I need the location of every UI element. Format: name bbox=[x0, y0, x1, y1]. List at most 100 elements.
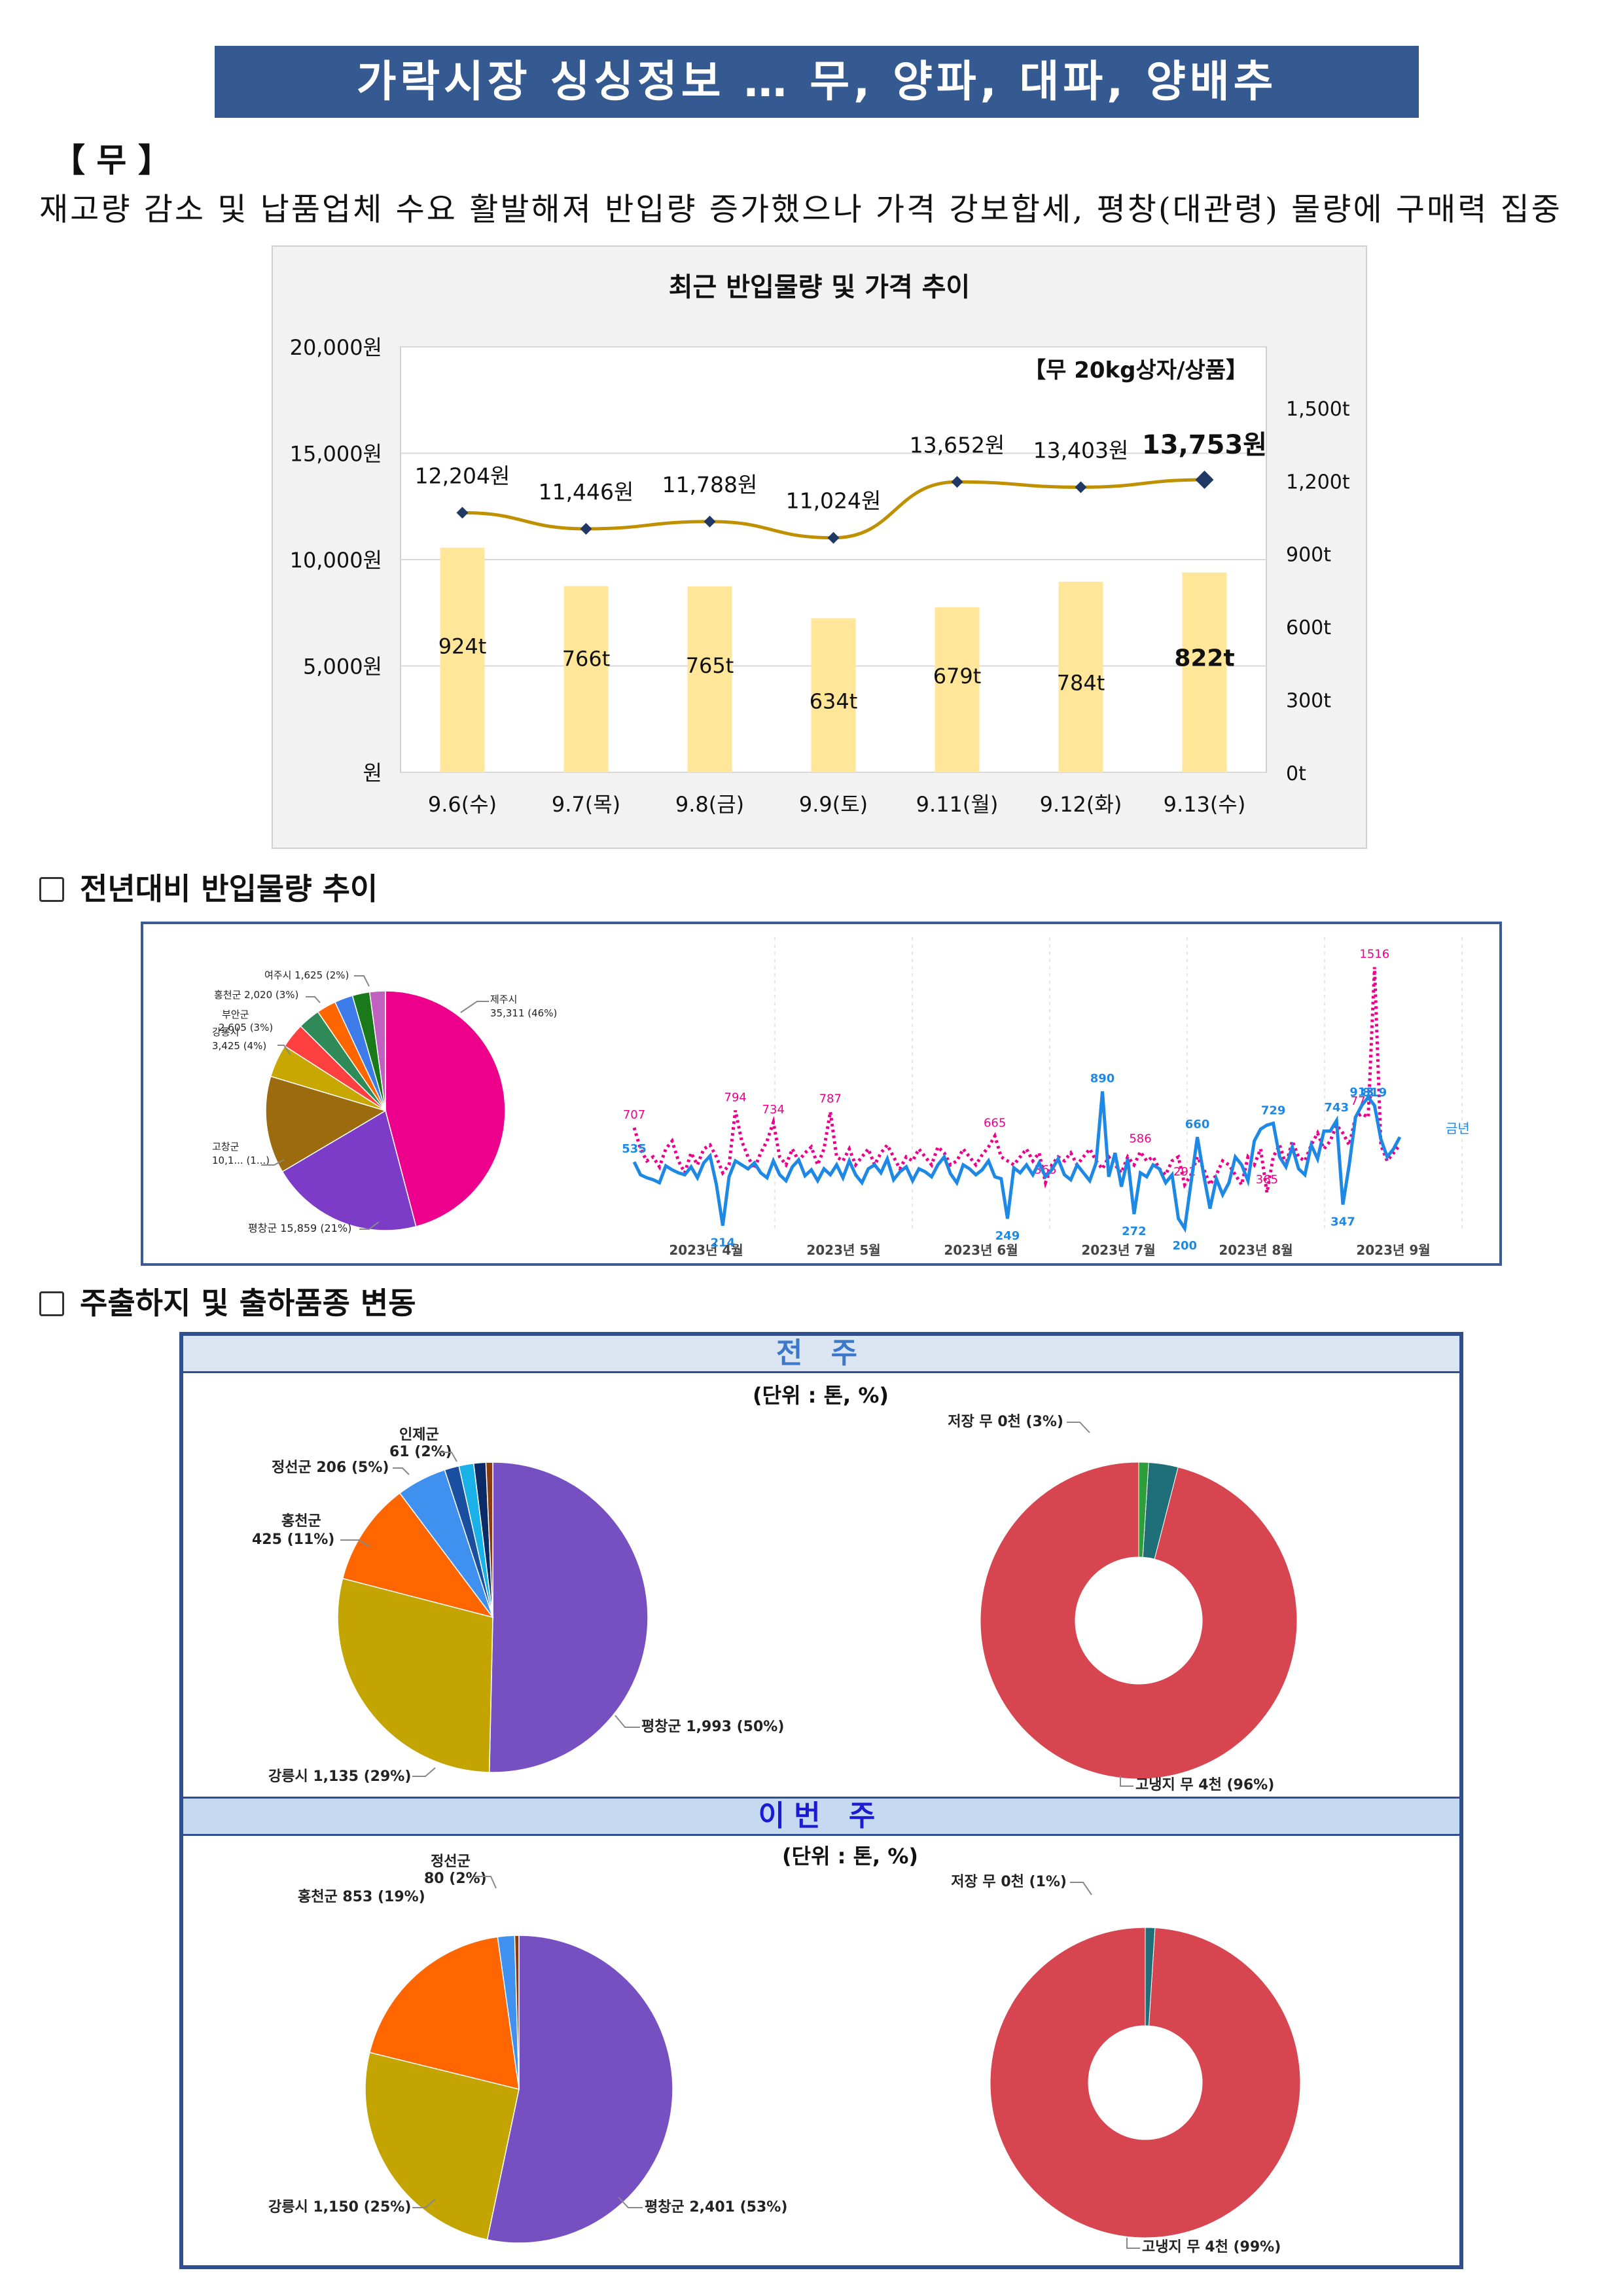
left-axis-tick-label: 원 bbox=[363, 761, 382, 785]
series-data-label: 249 bbox=[995, 1229, 1020, 1243]
series-data-label: 347 bbox=[1330, 1215, 1355, 1229]
slice-label: 강릉시 bbox=[212, 1026, 239, 1038]
leader-line bbox=[412, 2198, 436, 2208]
price-data-label: 12,204원 bbox=[415, 463, 510, 488]
x-tick-label: 2023년 6월 bbox=[944, 1242, 1018, 1258]
pie-slice bbox=[265, 1075, 387, 1173]
left-axis-tick-label: 15,000원 bbox=[290, 442, 382, 467]
pie-slice bbox=[368, 990, 386, 1111]
x-tick-label: 9.11(월) bbox=[916, 792, 999, 817]
pie-slice bbox=[365, 2051, 520, 2240]
left-axis-tick-label: 20,000원 bbox=[290, 335, 382, 360]
leader-line bbox=[412, 1767, 436, 1777]
series-data-label: 660 bbox=[1185, 1117, 1210, 1131]
series-data-label: 729 bbox=[1261, 1103, 1286, 1117]
right-axis-tick-label: 1,200t bbox=[1286, 471, 1350, 493]
leader-line bbox=[474, 1876, 497, 1889]
previous-year-line bbox=[632, 967, 1401, 1193]
prev-week-origin-pie: 평창군 1,993 (50%) 강릉시 1,135 (29%) 홍천군 425 (11… bbox=[252, 1427, 784, 1785]
slice-label: 강릉시 1,135 (29%) bbox=[268, 1768, 411, 1785]
volume-data-label: 679t bbox=[933, 664, 982, 689]
pie-slice bbox=[337, 1577, 493, 1773]
leader-line bbox=[1067, 1422, 1090, 1433]
series-data-label: 200 bbox=[1172, 1239, 1197, 1253]
series-data-label: 1516 bbox=[1359, 948, 1389, 961]
series-data-label: 913 bbox=[1349, 1086, 1374, 1100]
volume-data-label: 766t bbox=[562, 647, 611, 672]
checkbox-icon bbox=[39, 1291, 64, 1316]
x-tick-label: 9.12(화) bbox=[1040, 792, 1122, 817]
volume-data-label: 822t bbox=[1174, 645, 1234, 672]
pie-slice bbox=[514, 1935, 520, 2090]
pie-slice bbox=[385, 990, 506, 1227]
slice-label: 80 (2%) bbox=[424, 1871, 487, 1887]
pie-slice bbox=[368, 1936, 520, 2090]
section-heading-text: 전년대비 반입물량 추이 bbox=[80, 871, 378, 906]
pie-slice bbox=[488, 1462, 649, 1773]
slice-label: 평창군 1,993 (50%) bbox=[641, 1719, 784, 1735]
slice-label: 저장 무 0천 (3%) bbox=[948, 1414, 1063, 1430]
yoy-panel: 제주시 35,311 (46%) 평창군 15,859 (21%) 고창군 10,1..… bbox=[141, 922, 1502, 1266]
leader-line bbox=[1126, 2238, 1140, 2249]
slice-label: 정선군 206 (5%) bbox=[272, 1460, 389, 1476]
slice-label: 10,1... (1...) bbox=[212, 1155, 270, 1166]
slice-label: 2,605 (3%) bbox=[219, 1022, 273, 1033]
series-data-label: 743 bbox=[1325, 1101, 1349, 1115]
price-marker bbox=[456, 507, 469, 519]
right-axis-tick-label: 300t bbox=[1286, 690, 1331, 713]
slice-label: 홍천군 853 (19%) bbox=[298, 1889, 425, 1905]
series-data-label: 586 bbox=[1129, 1132, 1151, 1146]
prev-week-variety-donut: 고냉지 무 4천 (96%) 저장 무 0천 (3%) bbox=[948, 1414, 1298, 1793]
slice-label: 평창군 15,859 (21%) bbox=[248, 1222, 351, 1234]
price-marker bbox=[1195, 471, 1214, 490]
leader-line bbox=[1070, 1882, 1092, 1895]
volume-bar bbox=[935, 607, 980, 772]
price-marker bbox=[951, 476, 963, 488]
slice-label: 저장 무 0천 (1%) bbox=[951, 1874, 1067, 1890]
unit-label: (단위 : 톤, %) bbox=[753, 1383, 889, 1408]
series-data-label: 214 bbox=[711, 1236, 736, 1250]
volume-data-label: 924t bbox=[438, 634, 487, 658]
slice-label: 강릉시 1,150 (25%) bbox=[268, 2199, 411, 2215]
left-axis-tick-label: 5,000원 bbox=[303, 655, 382, 679]
market-summary: 재고량 감소 및 납품업체 수요 활발해져 반입량 증가했으나 가격 강보합세,… bbox=[39, 191, 1562, 228]
slice-label: 홍천군 bbox=[281, 1513, 321, 1530]
slice-label: 제주시 bbox=[490, 994, 517, 1005]
volume-bar bbox=[563, 586, 609, 772]
right-axis-tick-label: 600t bbox=[1286, 617, 1331, 639]
volume-data-label: 765t bbox=[686, 653, 734, 678]
volume-bar bbox=[811, 618, 856, 772]
x-tick-label: 2023년 4월 bbox=[669, 1242, 743, 1258]
right-axis-tick-label: 1,500t bbox=[1286, 398, 1350, 421]
series-data-label: 665 bbox=[984, 1117, 1006, 1130]
series-data-label: 272 bbox=[1122, 1225, 1147, 1238]
leader-line bbox=[618, 2197, 643, 2208]
x-tick-label: 2023년 8월 bbox=[1219, 1242, 1293, 1258]
pie-slice bbox=[485, 1462, 493, 1618]
right-axis-tick-label: 900t bbox=[1286, 544, 1331, 567]
pie-slice bbox=[1145, 1927, 1156, 2026]
pie-slice bbox=[281, 1109, 417, 1231]
this-week-band: 이번 주 bbox=[183, 1797, 1459, 1836]
page-title: 가락시장 싱싱정보 … 무, 양파, 대파, 양배추 bbox=[215, 46, 1419, 118]
price-marker bbox=[704, 515, 716, 528]
section-heading-text: 주출하지 및 출하품종 변동 bbox=[80, 1285, 416, 1321]
leader-line bbox=[306, 996, 321, 1003]
pie-slice bbox=[486, 1935, 673, 2244]
volume-data-label: 634t bbox=[810, 689, 858, 713]
series-data-label: 365 bbox=[1256, 1173, 1278, 1187]
previous-week-band: 전 주 bbox=[183, 1336, 1459, 1373]
leader-line bbox=[277, 1045, 291, 1056]
checkbox-icon bbox=[39, 877, 64, 902]
price-marker bbox=[1075, 481, 1087, 493]
price-marker bbox=[580, 523, 592, 535]
x-tick-label: 2023년 7월 bbox=[1081, 1242, 1155, 1258]
series-data-label: 794 bbox=[724, 1091, 747, 1105]
leader-line bbox=[393, 1467, 410, 1475]
left-axis-tick-label: 10,000원 bbox=[290, 548, 382, 573]
leader-line bbox=[354, 975, 370, 987]
price-data-label: 11,024원 bbox=[786, 488, 882, 514]
price-data-label: 13,403원 bbox=[1033, 437, 1129, 463]
section-heading-yoy: 전년대비 반입물량 추이 bbox=[39, 865, 378, 908]
price-data-label: 11,446원 bbox=[539, 479, 634, 505]
